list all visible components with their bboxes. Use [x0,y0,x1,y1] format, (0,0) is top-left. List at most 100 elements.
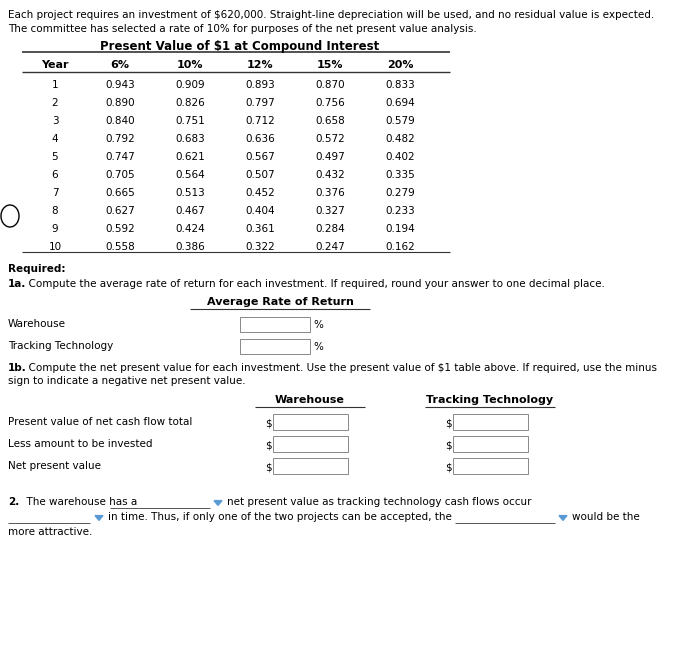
Text: Required:: Required: [8,264,66,274]
Text: 0.452: 0.452 [245,188,275,198]
Bar [453,458,528,474]
Text: Net present value: Net present value [8,461,101,471]
Text: 0.658: 0.658 [315,116,345,126]
Text: 0.636: 0.636 [245,134,275,144]
Text: 0.194: 0.194 [385,224,415,234]
Text: 0.579: 0.579 [385,116,415,126]
Text: 0.424: 0.424 [175,224,205,234]
Text: 0.279: 0.279 [385,188,415,198]
Text: 0.893: 0.893 [245,80,275,90]
Text: 0.665: 0.665 [105,188,135,198]
Bar [240,317,310,332]
Text: 0.335: 0.335 [385,170,415,180]
Text: 1b.: 1b. [8,363,27,373]
Text: 0.747: 0.747 [105,152,135,162]
Text: 12%: 12% [246,60,273,70]
Text: 0.756: 0.756 [315,98,345,108]
Text: Compute the average rate of return for each investment. If required, round your : Compute the average rate of return for e… [22,279,605,289]
Text: would be the: would be the [572,512,640,522]
Polygon shape [559,515,567,521]
Bar [273,458,348,474]
Text: more attractive.: more attractive. [8,527,92,537]
Text: Average Rate of Return: Average Rate of Return [206,297,354,307]
Text: 0.890: 0.890 [105,98,135,108]
Text: 0.870: 0.870 [315,80,345,90]
Text: %: % [313,342,323,352]
Text: 1: 1 [52,80,58,90]
Text: Present value of net cash flow total: Present value of net cash flow total [8,417,192,427]
Text: 0.386: 0.386 [175,242,205,252]
Text: 0.402: 0.402 [385,152,415,162]
Text: 0.751: 0.751 [175,116,205,126]
Text: 6%: 6% [111,60,130,70]
Text: $: $ [265,440,272,450]
Polygon shape [95,515,103,521]
Text: 0.497: 0.497 [315,152,345,162]
Text: 6: 6 [52,170,58,180]
Text: 0.558: 0.558 [105,242,135,252]
Text: $: $ [265,418,272,428]
Text: 3: 3 [52,116,58,126]
Text: 0.621: 0.621 [175,152,205,162]
Text: 0.572: 0.572 [315,134,345,144]
Text: 0.627: 0.627 [105,206,135,216]
Text: $: $ [445,440,452,450]
Text: The committee has selected a rate of 10% for purposes of the net present value a: The committee has selected a rate of 10%… [8,24,477,34]
Polygon shape [214,501,222,506]
Text: 0.694: 0.694 [385,98,415,108]
Text: $: $ [445,418,452,428]
Text: 1a.: 1a. [8,279,27,289]
Text: 9: 9 [52,224,58,234]
Text: 0.792: 0.792 [105,134,135,144]
Text: 0.284: 0.284 [315,224,345,234]
Text: Tracking Technology: Tracking Technology [426,395,554,405]
Text: 0.361: 0.361 [245,224,275,234]
Text: The warehouse has a: The warehouse has a [20,497,137,507]
Text: 0.482: 0.482 [385,134,415,144]
Text: Tracking Technology: Tracking Technology [8,341,113,351]
Text: 0.404: 0.404 [245,206,275,216]
Text: 0.840: 0.840 [105,116,135,126]
Text: 0.712: 0.712 [245,116,275,126]
Text: 4: 4 [52,134,58,144]
Bar [453,436,528,452]
Text: 0.513: 0.513 [175,188,205,198]
Bar [240,339,310,354]
Text: %: % [313,320,323,330]
Text: 0.567: 0.567 [245,152,275,162]
Text: 10: 10 [48,242,62,252]
Bar [453,414,528,430]
Text: Warehouse: Warehouse [8,319,66,329]
Text: $: $ [265,462,272,472]
Text: 0.943: 0.943 [105,80,135,90]
Text: $: $ [445,462,452,472]
Text: in time. Thus, if only one of the two projects can be accepted, the: in time. Thus, if only one of the two pr… [108,512,452,522]
Text: 0.467: 0.467 [175,206,205,216]
Text: Present Value of $1 at Compound Interest: Present Value of $1 at Compound Interest [100,40,379,53]
Text: Each project requires an investment of $620,000. Straight-line depreciation will: Each project requires an investment of $… [8,10,655,20]
Bar [273,436,348,452]
Text: 0.376: 0.376 [315,188,345,198]
Text: 0.833: 0.833 [385,80,415,90]
Text: 0.592: 0.592 [105,224,135,234]
Text: sign to indicate a negative net present value.: sign to indicate a negative net present … [8,376,246,386]
Text: 5: 5 [52,152,58,162]
Text: 0.564: 0.564 [175,170,205,180]
Text: Less amount to be invested: Less amount to be invested [8,439,153,449]
Bar [273,414,348,430]
Text: 0.327: 0.327 [315,206,345,216]
Text: 0.909: 0.909 [175,80,205,90]
Text: 0.826: 0.826 [175,98,205,108]
Text: Warehouse: Warehouse [275,395,345,405]
Text: net present value as tracking technology cash flows occur: net present value as tracking technology… [227,497,531,507]
Text: 8: 8 [52,206,58,216]
Text: 10%: 10% [176,60,203,70]
Text: 2.: 2. [8,497,20,507]
Text: Year: Year [41,60,69,70]
Text: 2: 2 [52,98,58,108]
Text: 0.705: 0.705 [105,170,135,180]
Text: 0.162: 0.162 [385,242,415,252]
Text: 0.247: 0.247 [315,242,345,252]
Text: 15%: 15% [316,60,343,70]
Text: 0.507: 0.507 [245,170,275,180]
